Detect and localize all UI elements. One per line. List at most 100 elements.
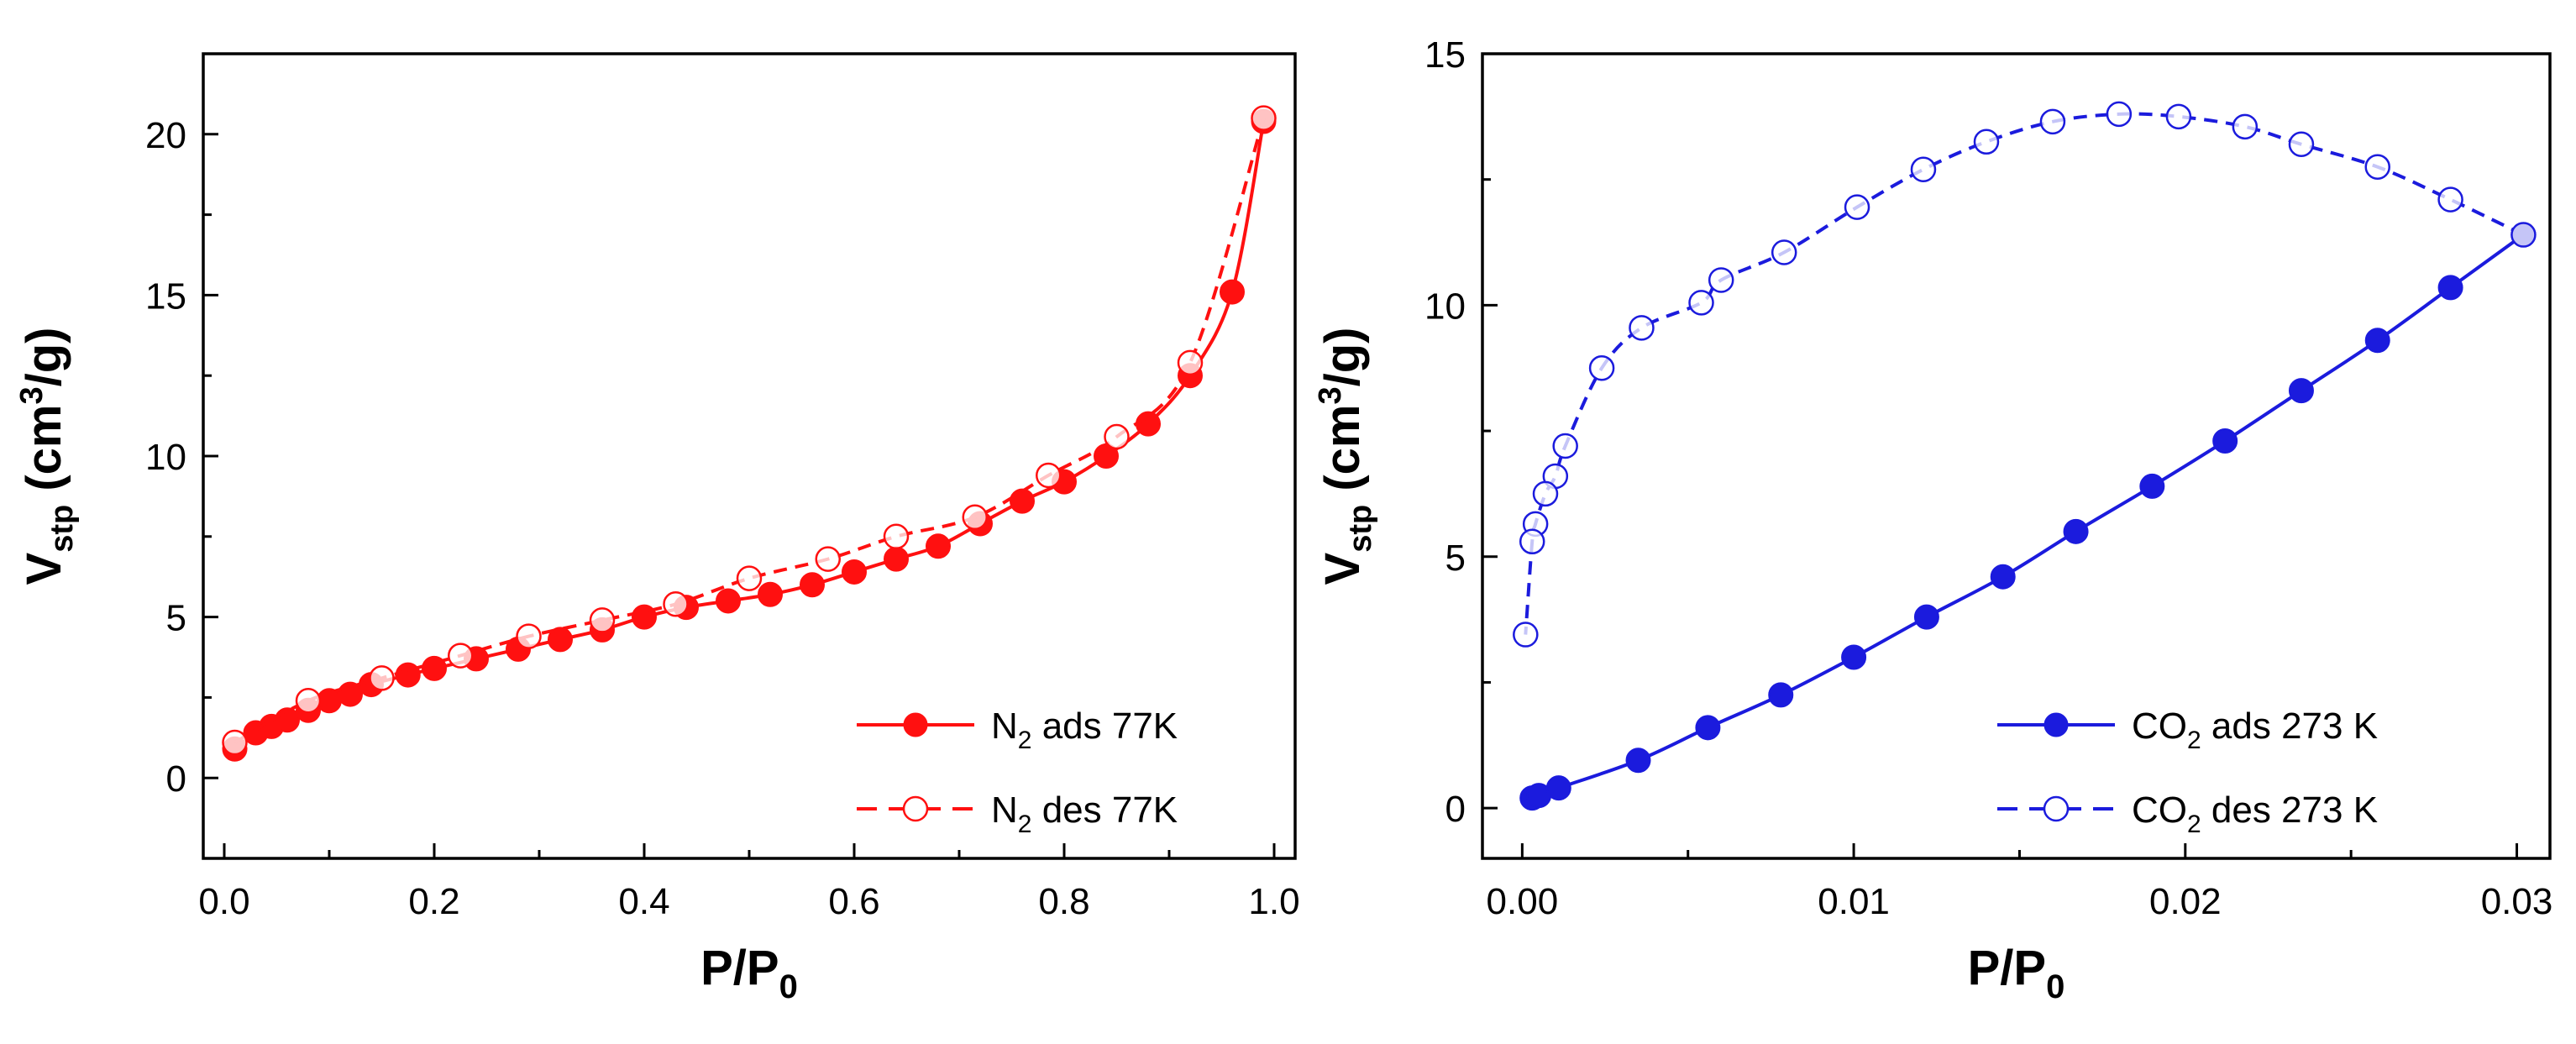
legend-label-main: N (991, 706, 1018, 747)
series-0-point (2212, 428, 2238, 454)
x-tick-label: 0.6 (828, 881, 879, 922)
series-1-point (295, 687, 322, 714)
series-1-point (1910, 156, 1937, 182)
x-axis-title-main: P/P (1968, 941, 2047, 995)
legend-1-marker (2043, 795, 2070, 822)
series-1-point (2039, 108, 2066, 135)
series-0-point (548, 627, 573, 653)
series-1-point (516, 623, 542, 649)
series-1-point (448, 643, 474, 669)
series-1-point (1708, 267, 1734, 293)
y-axis-title-main: V (17, 552, 71, 585)
x-tick-label: 0.02 (2149, 881, 2222, 922)
legend-label-subscript: 2 (1018, 811, 1032, 838)
y-axis-title: Vstp (cm3/g) (14, 328, 80, 585)
series-1-point (2364, 154, 2390, 180)
series-0-point (1990, 564, 2016, 590)
series-0-point (1010, 488, 1035, 514)
series-1-point (815, 546, 841, 572)
series-0-point (1768, 682, 1794, 708)
y-axis-title-unit: (cm (17, 405, 71, 505)
y-axis-title-unit-end: /g) (17, 328, 71, 387)
y-axis-title-subscript: stp (1343, 505, 1378, 553)
series-1-point (589, 607, 616, 633)
series-0-point (926, 533, 951, 559)
series-1-point (1532, 480, 1559, 507)
series-1-point (1973, 129, 2000, 155)
series-1-point (883, 523, 910, 550)
legend-0-label: N2 ads 77K (991, 706, 1178, 754)
series-0-point (1136, 411, 1161, 437)
x-tick-label: 0.00 (1487, 881, 1559, 922)
series-1-line (1524, 112, 2525, 635)
series-0-point (842, 559, 867, 585)
series-1-point (2437, 186, 2463, 212)
series-1-point (962, 504, 988, 531)
series-0-point (1841, 644, 1867, 670)
x-axis-title-subscript: 0 (2046, 968, 2064, 1005)
legend-0-marker (903, 712, 928, 737)
legend-1-label: N2 des 77K (991, 790, 1178, 838)
series-0-point (1545, 775, 1571, 801)
series-1-point (1513, 622, 1539, 648)
y-tick-label: 10 (1424, 286, 1466, 327)
series-1-point (1251, 105, 1277, 131)
series-1-point (1688, 290, 1714, 316)
series-0-point (1220, 279, 1245, 305)
legend-0-label: CO2 ads 273 K (2132, 706, 2378, 754)
y-tick-label: 15 (145, 275, 186, 317)
legend-label-rest: des 77K (1031, 790, 1178, 831)
legend-label-rest: ads 77K (1031, 706, 1178, 747)
series-0-point (2063, 518, 2089, 544)
y-axis-title-subscript: stp (45, 505, 80, 553)
legend-label-rest: ads 273 K (2201, 706, 2378, 747)
series-1-point (2106, 101, 2133, 128)
y-tick-label: 0 (1445, 789, 1466, 830)
x-axis-title-subscript: 0 (779, 968, 798, 1005)
x-tick-label: 0.2 (408, 881, 459, 922)
series-0-point (1695, 715, 1721, 741)
series-1-point (1519, 528, 1545, 555)
y-axis-title-main: V (1315, 552, 1370, 585)
legend-label-subscript: 2 (2187, 727, 2201, 754)
x-tick-label: 0.03 (2481, 881, 2553, 922)
series-1-point (1036, 462, 1062, 489)
plot-frame (1481, 52, 2552, 860)
series-1-point (1844, 194, 1870, 220)
y-tick-label: 10 (145, 437, 186, 478)
series-1-point (222, 729, 248, 756)
series-1-point (663, 591, 689, 617)
legend-label-main: N (991, 790, 1018, 831)
legend-0-marker (2043, 712, 2069, 737)
series-0-point (2437, 275, 2463, 301)
series-1-point (2232, 113, 2259, 140)
series-1-point (1104, 423, 1130, 450)
series-1-point (1771, 239, 1797, 265)
y-axis-title-superscript: 3 (1313, 386, 1348, 404)
y-axis-title-unit-end: /g) (1315, 328, 1370, 387)
series-0-point (800, 572, 825, 598)
series-1-point (1177, 349, 1204, 376)
y-axis-title: Vstp (cm3/g) (1313, 328, 1378, 585)
y-axis-title-superscript: 3 (14, 386, 50, 404)
series-0-point (2288, 378, 2314, 404)
series-0-point (716, 588, 741, 614)
series-1-point (2165, 103, 2192, 130)
x-tick-label: 0.0 (198, 881, 249, 922)
series-0-point (884, 546, 909, 572)
series-1-point (1588, 354, 1615, 381)
x-axis-title-main: P/P (700, 941, 779, 995)
series-1-point (1629, 315, 1655, 341)
series-1-point (2288, 131, 2315, 158)
legend-label-main: CO (2132, 790, 2187, 831)
series-0-point (758, 581, 783, 607)
series-0-point (2139, 473, 2165, 499)
y-tick-label: 20 (145, 115, 186, 156)
x-axis-title: P/P0 (700, 941, 798, 1005)
series-1-point (736, 565, 763, 591)
series-0-point (2364, 328, 2390, 354)
series-0-point (275, 707, 300, 733)
